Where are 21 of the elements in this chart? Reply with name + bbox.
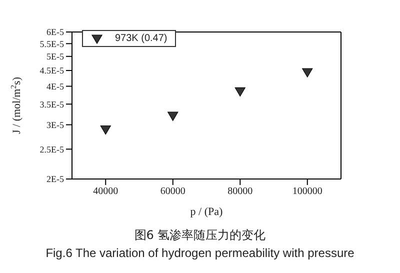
x-tick-label: 80000 xyxy=(228,186,253,198)
y-tick-label: 5E-5 xyxy=(46,52,64,62)
y-tick-label: 3.5E-5 xyxy=(40,99,64,110)
y-tick-label: 2.5E-5 xyxy=(40,144,64,154)
y-tick-label: 4E-5 xyxy=(46,81,64,92)
point xyxy=(302,68,313,78)
point xyxy=(168,112,178,121)
text: 图6 氢渗率随压力的变化 xyxy=(133,227,267,244)
x-tick-label: 60000 xyxy=(160,186,186,198)
y-tick-label: 5.5E-5 xyxy=(40,38,64,49)
x-tick-label: 40000 xyxy=(93,186,118,198)
y-tick-label: 6E-5 xyxy=(46,27,64,38)
text: Fig.6 The variation of hydrogen permeability with pressure xyxy=(44,246,356,260)
point xyxy=(234,87,246,97)
x-tick-label: 100000 xyxy=(292,186,322,198)
y-tick-label: 4.5E-5 xyxy=(40,66,64,76)
x-axis-title: p / (Pa) xyxy=(190,206,224,218)
legend-label: 973K (0.47) xyxy=(115,32,168,45)
y-tick-label: 2E-5 xyxy=(46,174,64,184)
point xyxy=(100,125,111,135)
y-tick-label: 3E-5 xyxy=(46,120,64,130)
